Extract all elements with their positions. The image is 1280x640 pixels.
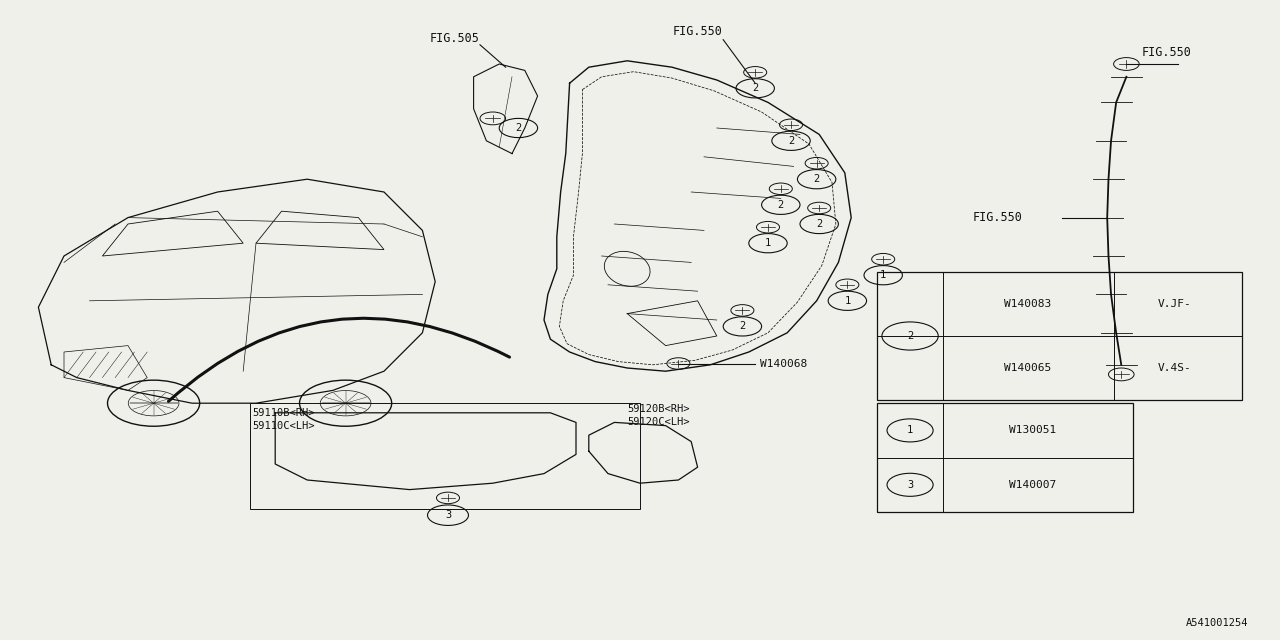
Text: FIG.505: FIG.505 — [430, 31, 479, 45]
Text: 2: 2 — [817, 219, 822, 229]
Text: V.JF-: V.JF- — [1158, 299, 1192, 309]
Text: 59120C<LH>: 59120C<LH> — [627, 417, 690, 427]
Text: 2: 2 — [788, 136, 794, 146]
Text: W130051: W130051 — [1010, 426, 1056, 435]
Bar — [250, 403, 640, 509]
Bar — [877, 403, 1133, 512]
Text: 3: 3 — [445, 510, 451, 520]
Text: 59120B<RH>: 59120B<RH> — [627, 404, 690, 414]
Text: 3: 3 — [908, 480, 913, 490]
Text: 1: 1 — [881, 270, 886, 280]
Text: W140068: W140068 — [760, 360, 808, 369]
Text: 2: 2 — [753, 83, 758, 93]
Text: 2: 2 — [516, 123, 521, 133]
Text: W140083: W140083 — [1005, 299, 1051, 309]
Text: 59110C<LH>: 59110C<LH> — [252, 421, 315, 431]
Text: 2: 2 — [778, 200, 783, 210]
Text: 2: 2 — [740, 321, 745, 332]
Text: W140007: W140007 — [1010, 480, 1056, 490]
Text: 59110B<RH>: 59110B<RH> — [252, 408, 315, 418]
Text: V.4S-: V.4S- — [1158, 363, 1192, 373]
Text: 1: 1 — [765, 238, 771, 248]
Text: FIG.550: FIG.550 — [673, 25, 722, 38]
Bar — [877, 272, 1242, 400]
Text: 1: 1 — [908, 426, 913, 435]
Text: 2: 2 — [814, 174, 819, 184]
Text: 1: 1 — [845, 296, 850, 306]
Text: 2: 2 — [908, 331, 913, 341]
Text: FIG.550: FIG.550 — [1142, 46, 1192, 60]
Text: A541001254: A541001254 — [1185, 618, 1248, 628]
Text: FIG.550: FIG.550 — [973, 211, 1023, 225]
Text: W140065: W140065 — [1005, 363, 1051, 373]
